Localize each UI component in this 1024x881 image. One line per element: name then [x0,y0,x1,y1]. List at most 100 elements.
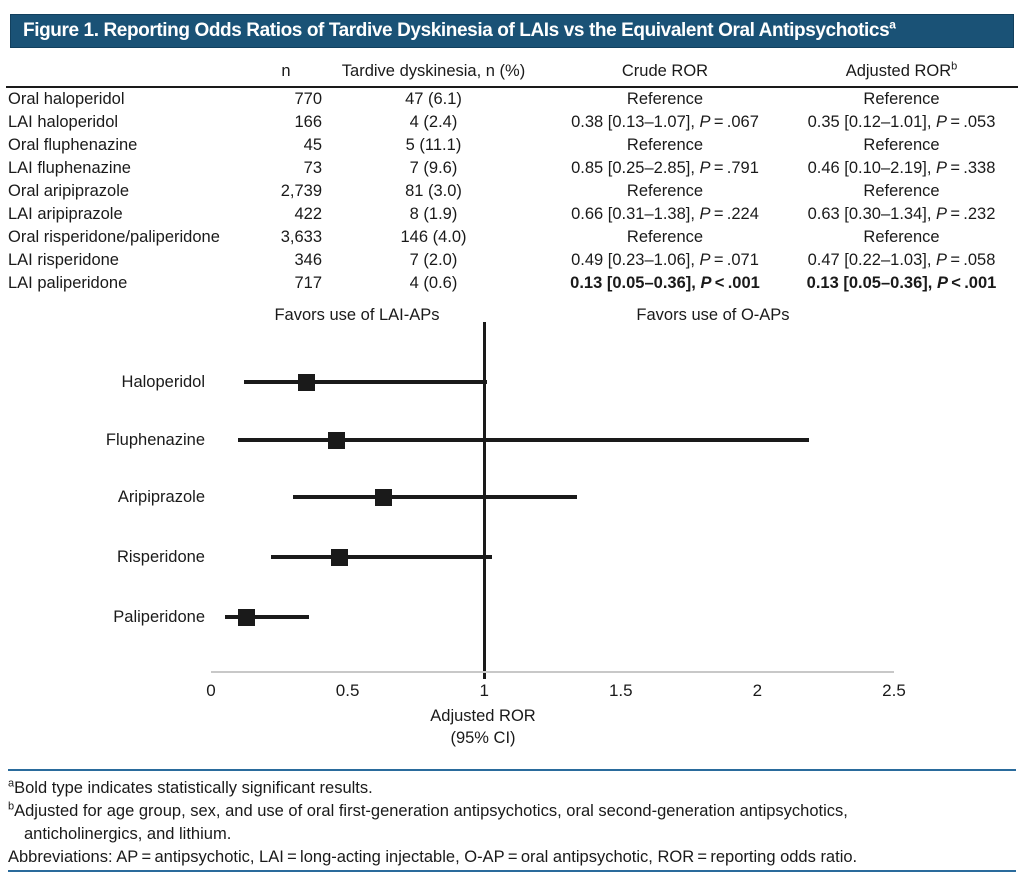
forest-drug-label: Aripiprazole [117,488,205,506]
x-axis-tick-label: 1 [479,681,489,700]
footnote-a-marker: a [8,777,15,790]
crude-ror-cell: Reference [626,90,704,108]
td-count-cell: 7 (9.6) [409,159,458,177]
drug-name-cell: Oral haloperidol [8,90,125,108]
drug-name-cell: Oral aripiprazole [8,182,130,200]
point-estimate-marker [374,488,392,506]
adjusted-ror-cell: 0.63 [0.30–1.34], P = .232 [807,205,996,223]
drug-name-cell: LAI risperidone [8,251,119,269]
footnote-bottom-divider [8,870,1016,872]
footnote-a-text: Bold type indicates statistically signif… [14,779,373,797]
n-cell: 3,633 [280,228,322,246]
n-cell: 770 [294,90,322,108]
x-axis-tick-label: 1.5 [608,681,633,700]
table-row: Oral haloperidol 770 47 (6.1) Reference Refe… [6,88,1018,111]
adjusted-ror-cell: 0.13 [0.05–0.36], P < .001 [806,274,997,292]
confidence-interval-line [243,380,487,384]
n-cell: 166 [294,113,322,131]
crude-ror-cell: 0.85 [0.25–2.85], P = .791 [571,159,759,177]
adjusted-ror-cell: Reference [863,228,940,246]
footnote-a: aBold type indicates statistically signi… [8,777,1016,799]
adjusted-ror-cell: 0.46 [0.10–2.19], P = .338 [807,159,996,177]
figure-title-bar: Figure 1. Reporting Odds Ratios of Tardi… [10,14,1014,48]
point-estimate-marker [328,431,346,449]
td-count-cell: 7 (2.0) [409,251,458,269]
n-cell: 2,739 [280,182,322,200]
footnote-b-text: Adjusted for age group, sex, and use of … [14,802,848,820]
summary-table: n Tardive dyskinesia, n (%) Crude ROR Ad… [6,58,1018,295]
point-estimate-marker [330,548,348,566]
table-body: Oral haloperidol 770 47 (6.1) Reference Refe… [6,88,1018,295]
footnote-abbreviations: Abbreviations: AP = antipsychotic, LAI =… [8,848,858,866]
forest-drug-label: Risperidone [116,548,205,566]
n-cell: 45 [303,136,322,154]
favors-lai-label: Favors use of LAI-APs [274,306,440,324]
td-count-cell: 4 (0.6) [409,274,458,292]
table-row: Oral aripiprazole 2,739 81 (3.0) Reference R… [6,180,1018,203]
figure-title-footnote-marker: a [889,17,896,32]
drug-name-cell: LAI aripiprazole [8,205,123,223]
n-cell: 422 [294,205,322,223]
adjusted-ror-cell: Reference [863,182,940,200]
crude-ror-cell: 0.66 [0.31–1.38], P = .224 [571,205,759,223]
favors-oap-label: Favors use of O-APs [636,306,790,324]
reference-line [482,322,486,679]
point-estimate-marker [238,608,256,626]
table-header-row: n Tardive dyskinesia, n (%) Crude ROR Ad… [6,58,1018,88]
footnote-b-marker: b [8,800,15,813]
crude-ror-cell: Reference [626,136,704,154]
n-cell: 346 [294,251,322,269]
confidence-interval-line [224,615,310,619]
table-row: LAI haloperidol 166 4 (2.4) 0.38 [0.13–1.07… [6,111,1018,134]
x-axis-tick-label: 0 [206,681,216,700]
x-axis-line [211,671,894,673]
drug-name-cell: LAI paliperidone [8,274,128,292]
drug-name-cell: Oral risperidone/paliperidone [8,228,220,246]
forest-drug-label: Fluphenazine [105,431,205,449]
footnote-top-divider [8,769,1016,771]
adjusted-ror-cell: Reference [863,136,940,154]
col-header-n: n [281,62,291,80]
td-count-cell: 47 (6.1) [405,90,462,108]
forest-drug-label: Haloperidol [121,373,205,391]
col-header-crude-ror: Crude ROR [621,62,709,80]
x-axis-tick-label: 2 [752,681,763,700]
x-axis-tick-label: 0.5 [335,681,360,700]
adjusted-ror-header-text: Adjusted ROR [845,62,952,80]
crude-ror-cell: 0.49 [0.23–1.06], P = .071 [571,251,759,269]
td-count-cell: 81 (3.0) [405,182,462,200]
adjusted-ror-footnote-marker: b [951,60,958,73]
x-axis-subtitle: (95% CI) [450,729,516,747]
confidence-interval-line [238,438,810,442]
col-header-adjusted-ror: Adjusted RORb [785,58,1018,86]
table-row: LAI aripiprazole 422 8 (1.9) 0.66 [0.31–1.3… [6,203,1018,226]
drug-name-cell: Oral fluphenazine [8,136,138,154]
forest-drug-label: Paliperidone [113,608,205,626]
crude-ror-cell: Reference [626,182,704,200]
td-count-cell: 146 (4.0) [400,228,467,246]
n-cell: 73 [303,159,322,177]
td-count-cell: 4 (2.4) [409,113,458,131]
point-estimate-marker [298,373,316,391]
table-row: Oral fluphenazine 45 5 (11.1) Reference Refe… [6,134,1018,157]
confidence-interval-line [292,495,578,499]
td-count-cell: 8 (1.9) [409,205,458,223]
table-row: LAI fluphenazine 73 7 (9.6) 0.85 [0.25–2.85… [6,157,1018,180]
footnote-b-line1: bAdjusted for age group, sex, and use of… [8,800,1016,822]
figure-title: Figure 1. Reporting Odds Ratios of Tardi… [23,20,890,41]
x-axis-tick-label: 2.5 [882,681,906,700]
td-count-cell: 5 (11.1) [405,136,462,154]
n-cell: 717 [294,274,322,292]
col-header-tardive-dyskinesia: Tardive dyskinesia, n (%) [341,62,526,80]
table-row: Oral risperidone/paliperidone 3,633 146 (4… [6,226,1018,249]
adjusted-ror-cell: Reference [863,90,940,108]
confidence-interval-line [271,555,493,559]
drug-name-cell: LAI fluphenazine [8,159,131,177]
adjusted-ror-cell: 0.35 [0.12–1.01], P = .053 [807,113,996,131]
table-row: LAI paliperidone 717 4 (0.6) 0.13 [0.05–0.3… [6,272,1018,295]
drug-name-cell: LAI haloperidol [8,113,119,131]
x-axis-title: Adjusted ROR [430,707,536,725]
crude-ror-cell: Reference [626,228,704,246]
